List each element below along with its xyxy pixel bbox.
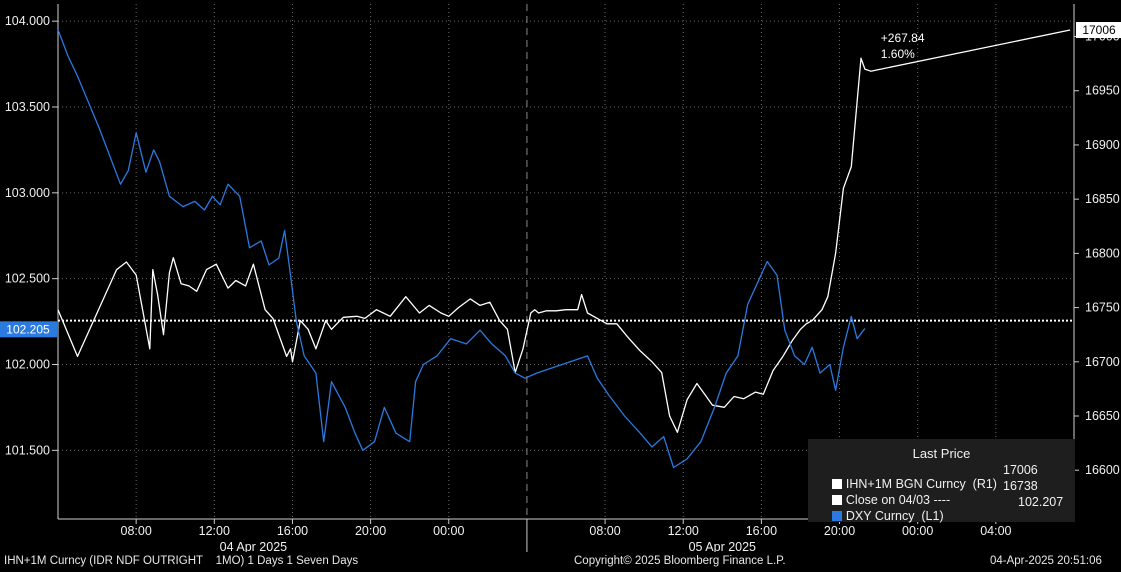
- x-tick-label: 08:00: [121, 524, 152, 538]
- x-tick-label: 20:00: [355, 524, 386, 538]
- left-tick-label: 102.500: [5, 272, 50, 286]
- chart-canvas: 104.000 103.500 103.000 102.500 102.000 101.5…: [0, 4, 1121, 552]
- right-tick-label: 16650: [1085, 409, 1120, 423]
- right-tick-label: 16900: [1085, 138, 1120, 152]
- left-last-value-tag: [0, 321, 57, 338]
- right-tick-label: 16950: [1085, 84, 1120, 98]
- legend-item-close: Close on 04/03 ---- 16738: [818, 479, 1038, 535]
- change-value: +267.84: [881, 31, 925, 45]
- x-tick-label: 04:00: [980, 524, 1011, 538]
- x-tick-label: 00:00: [902, 524, 933, 538]
- left-tick-label: 103.500: [5, 100, 50, 114]
- legend-title: Last Price: [912, 446, 971, 461]
- x-tick-label: 12:00: [199, 524, 230, 538]
- grid: [58, 4, 1074, 519]
- footer-security: IHN+1M Curncy (IDR NDF OUTRIGHT 1MO) 1 D…: [4, 555, 359, 567]
- legend-label: DXY Curncy (L1): [845, 509, 944, 523]
- legend-value: 17006: [1003, 463, 1038, 477]
- legend-item-ihn: IHN+1M BGN Curncy (R1) 17006: [818, 463, 1038, 519]
- legend-label: Close on 04/03 ----: [845, 493, 951, 507]
- change-percent: 1.60%: [881, 47, 915, 61]
- date-label: 04 Apr 2025: [220, 540, 287, 552]
- date-label: 05 Apr 2025: [689, 540, 756, 552]
- legend-swatch: [831, 495, 842, 505]
- right-last-value-tag: [1076, 22, 1121, 39]
- footer-copyright: Copyright© 2025 Bloomberg Finance L.P.: [574, 555, 786, 567]
- series-layer: [57, 29, 1074, 469]
- legend-value: 16738: [1003, 479, 1038, 493]
- x-tick-label: 16:00: [746, 524, 777, 538]
- footer-timestamp: 04-Apr-2025 20:51:06: [990, 555, 1102, 567]
- legend: Last Price IHN+1M BGN Curncy (R1) 17006 …: [808, 439, 1075, 523]
- right-last-value-text: 17006: [1082, 23, 1116, 37]
- legend-swatch: [831, 479, 842, 489]
- right-tick-label: 16600: [1085, 463, 1120, 477]
- left-tick-label: 104.000: [5, 14, 50, 28]
- change-annotation: +267.84 1.60%: [881, 31, 925, 61]
- legend-value: 102.207: [1018, 495, 1064, 509]
- left-tick-label: 103.000: [5, 186, 50, 200]
- right-tick-label: 16700: [1085, 355, 1120, 369]
- right-tick-label: 16750: [1085, 301, 1120, 315]
- axis-labels: 104.000 103.500 103.000 102.500 102.000 101.5…: [0, 14, 1121, 552]
- x-tick-label: 20:00: [824, 524, 855, 538]
- legend-item-dxy: DXY Curncy (L1) 102.207: [818, 495, 1063, 551]
- dxy-series-line: [57, 29, 866, 469]
- left-tick-label: 101.500: [5, 443, 50, 457]
- x-tick-label: 08:00: [589, 524, 620, 538]
- left-last-value-text: 102.205: [6, 322, 50, 336]
- ihn-series-line: [57, 29, 1071, 433]
- right-tick-label: 16800: [1085, 246, 1120, 260]
- legend-label: IHN+1M BGN Curncy (R1): [845, 477, 997, 491]
- left-tick-label: 102.000: [5, 358, 50, 372]
- x-tick-label: 00:00: [433, 524, 464, 538]
- legend-swatch: [831, 511, 842, 521]
- x-tick-label: 12:00: [668, 524, 699, 538]
- x-tick-label: 16:00: [277, 524, 308, 538]
- right-tick-label: 16850: [1085, 192, 1120, 206]
